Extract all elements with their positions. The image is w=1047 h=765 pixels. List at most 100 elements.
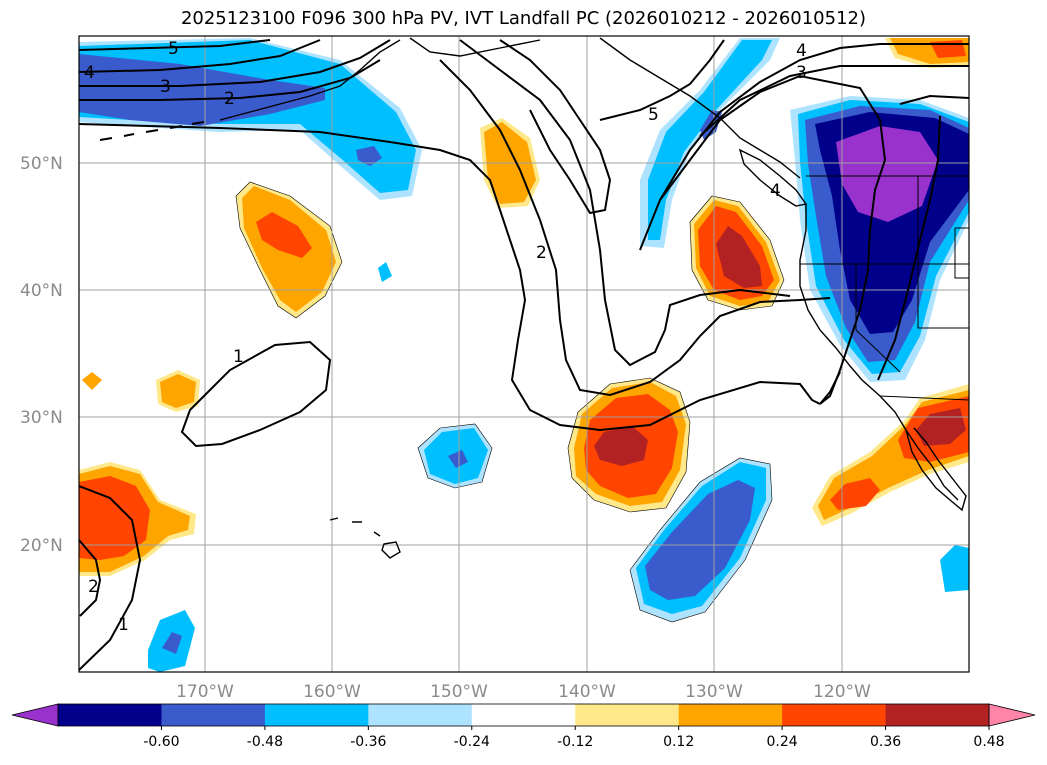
colorbar-swatch [58, 704, 162, 726]
ivt-neg-region-gulf-alaska-inner [648, 40, 772, 240]
pv-contour-4-north [79, 39, 321, 73]
pv-contour-5-central [499, 39, 612, 215]
map-frame [78, 35, 970, 673]
colorbar-swatch [575, 704, 680, 726]
colorbar-frame [57, 703, 990, 727]
state-line-az [954, 227, 969, 279]
lat-tick-labels: 50°N 40°N 30°N 20°N [20, 154, 63, 556]
colorbar-labels: -0.60 -0.48 -0.36 -0.24 -0.12 0.12 0.24 0.36 0.4… [143, 726, 1005, 750]
colorbar-extension-min [11, 703, 59, 727]
state-line-mex [879, 395, 969, 401]
pv-contour-5-north [79, 39, 271, 51]
ivt-negative-shading [79, 38, 969, 672]
colorbar-tick-label: -0.60 [143, 734, 179, 750]
lon-tick-label: 160°W [303, 682, 361, 702]
contour-label: 1 [233, 347, 244, 367]
ivt-neg-region-small-core [356, 146, 382, 166]
contour-label: 4 [84, 63, 95, 83]
ivt-pos-region-off-pnw-core [716, 226, 762, 288]
pv-contour-2-north [79, 59, 381, 101]
ivt-neg-region-central-pacific-core [448, 450, 468, 468]
contour-label: 2 [224, 89, 235, 109]
colorbar-swatch [782, 704, 887, 726]
colorbar-tick-label: 0.24 [767, 734, 798, 750]
lon-tick-labels: 170°W 160°W 150°W 140°W 130°W 120°W [176, 682, 871, 702]
contour-label: 4 [770, 181, 781, 201]
ivt-neg-region-far-east [940, 545, 969, 592]
colorbar-swatches [11, 703, 1036, 727]
hawaii-islands [329, 517, 401, 559]
colorbar-tick-label: -0.36 [350, 734, 386, 750]
lat-tick-label: 50°N [20, 154, 63, 174]
contour-label: 1 [118, 615, 129, 635]
colorbar-swatch [885, 704, 990, 726]
colorbar-tick-label: -0.24 [454, 734, 490, 750]
pv-contour-4-east-lower [639, 74, 887, 405]
alaska-coast [219, 39, 401, 121]
colorbar: -0.60 -0.48 -0.36 -0.24 -0.12 0.12 0.24 0.36 0.4… [11, 703, 1036, 750]
colorbar-tick-label: 0.36 [870, 734, 901, 750]
state-line-id [917, 176, 969, 329]
colorbar-swatch [471, 704, 576, 726]
lat-tick-label: 40°N [20, 281, 63, 301]
pv-contours [79, 39, 969, 671]
pv-contour-2-central [439, 59, 831, 397]
aleutian-islands [99, 121, 205, 141]
coastlines [99, 37, 969, 559]
pv-contour-1-north [79, 123, 821, 432]
map-panel: 5 4 3 2 2 1 1 2 5 4 3 4 [79, 36, 969, 672]
contour-label: 3 [160, 77, 171, 97]
baja-peninsula [905, 427, 967, 512]
lon-tick-label: 170°W [176, 682, 234, 702]
pv-contour-labels: 5 4 3 2 2 1 1 2 5 4 3 4 [84, 39, 807, 635]
colorbar-swatch [161, 704, 266, 726]
pv-contour-2-se-ridge [819, 371, 841, 405]
ivt-pos-region-west-edge-mid [79, 476, 150, 560]
alaska-mainland [409, 37, 541, 57]
pv-contour-5-gulf [599, 39, 725, 121]
pv-contour-3-central [459, 39, 791, 367]
ivt-neg-region-speck [378, 262, 392, 282]
contour-label: 5 [648, 105, 659, 125]
contour-label: 3 [796, 63, 807, 83]
vancouver-island [738, 148, 808, 207]
colorbar-tick-label: 0.48 [973, 734, 1004, 750]
lon-tick-label: 140°W [558, 682, 616, 702]
state-line-nv [855, 264, 901, 373]
map-gridlines [79, 36, 969, 672]
contour-label: 2 [536, 243, 547, 263]
lon-tick-label: 150°W [430, 682, 488, 702]
contour-label: 5 [168, 39, 179, 59]
pv-contour-2-sw [79, 539, 102, 617]
contour-label: 4 [796, 41, 807, 61]
ivt-neg-region-subtropical-core [645, 480, 755, 600]
us-west-coast [799, 204, 959, 501]
pv-contour-4-east [659, 43, 969, 201]
colorbar-tick-label: 0.12 [663, 734, 694, 750]
ivt-neg-region-west-us-extreme [836, 126, 938, 222]
ivt-pos-region-midpac-core [256, 212, 312, 258]
colorbar-extension-max [988, 703, 1036, 727]
lon-tick-label: 120°W [813, 682, 871, 702]
colorbar-swatch [678, 704, 783, 726]
pv-contour-2-east [877, 94, 969, 381]
contour-label: 2 [88, 577, 99, 597]
pv-contour-3-east [699, 65, 969, 137]
pv-contour-1-sw [79, 485, 142, 671]
figure-title: 2025123100 F096 300 hPa PV, IVT Landfall… [180, 8, 867, 29]
colorbar-swatch [368, 704, 473, 726]
lat-tick-label: 20°N [20, 536, 63, 556]
colorbar-swatch [264, 704, 369, 726]
ivt-neg-region-southwest-core [162, 632, 182, 654]
ivt-pos-region-small-a-inner [160, 374, 196, 408]
pv-contour-3-north [79, 39, 391, 87]
ivt-pos-region-speck [82, 372, 102, 390]
lat-tick-label: 30°N [20, 408, 63, 428]
ivt-region-outlines [235, 181, 785, 623]
ivt-pos-region-subtropical-core [594, 426, 648, 466]
lon-tick-label: 130°W [685, 682, 743, 702]
ivt-positive-shading [79, 38, 969, 576]
pv-contour-1-loop [180, 340, 332, 448]
colorbar-tick-label: -0.48 [247, 734, 283, 750]
